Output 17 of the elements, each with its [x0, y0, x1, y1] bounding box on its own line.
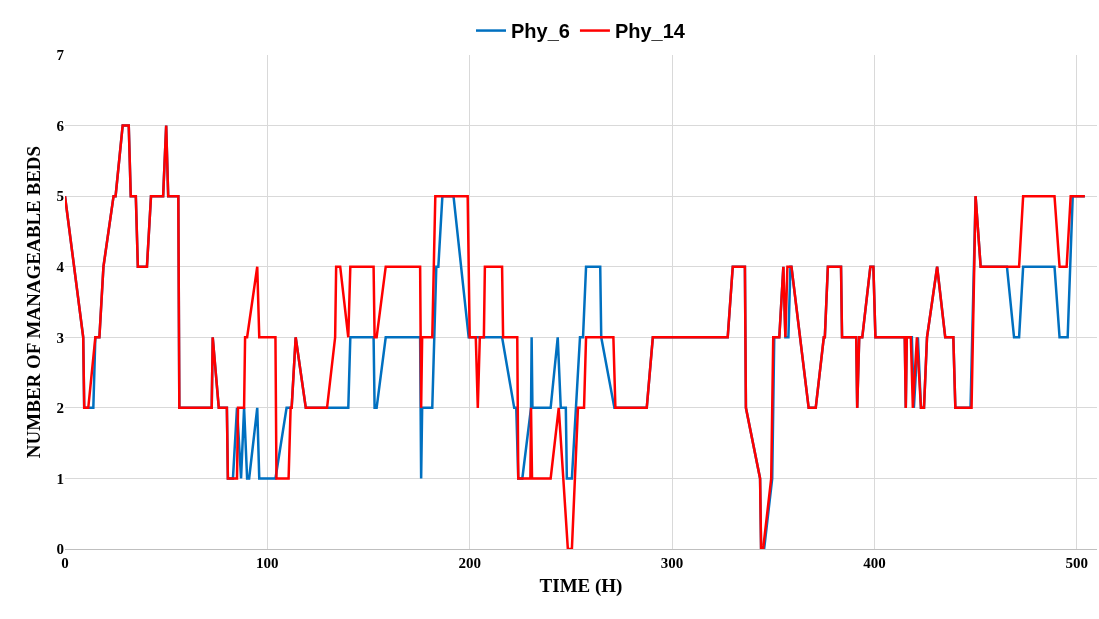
y-tick-label: 6	[56, 117, 65, 134]
x-tick-label: 400	[863, 555, 886, 571]
y-axis-title: NUMBER OF MANAGEABLE BEDS	[23, 145, 45, 459]
y-tick-label: 2	[56, 400, 64, 417]
x-tick-label: 300	[660, 555, 684, 571]
y-tick-label: 5	[56, 188, 64, 205]
legend-label: Phy_6	[511, 20, 570, 43]
y-tick-label: 4	[56, 258, 65, 275]
y-tick-label: 3	[56, 329, 64, 346]
x-axis-title: TIME (H)	[539, 574, 623, 597]
x-tick-label: 500	[1065, 555, 1089, 571]
x-tick-label: 200	[458, 555, 481, 571]
legend-label: Phy_14	[614, 20, 686, 43]
y-tick-label: 7	[56, 47, 65, 64]
y-tick-label: 0	[56, 541, 64, 558]
y-tick-label: 1	[56, 470, 64, 487]
x-tick-label: 100	[256, 555, 279, 571]
